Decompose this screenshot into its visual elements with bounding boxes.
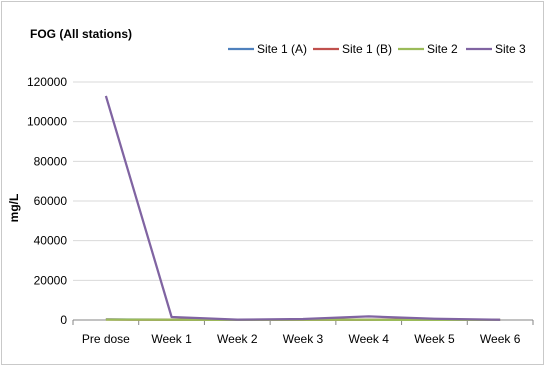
gridlines (73, 81, 533, 321)
y-tick-label: 100000 (27, 115, 67, 129)
x-tick-label: Week 5 (414, 332, 455, 346)
x-tick-label: Week 4 (348, 332, 389, 346)
y-axis-ticks: 0 20000 40000 60000 80000 100000 120000 (27, 75, 67, 327)
y-tick-label: 60000 (34, 194, 68, 208)
x-axis-ticks: Pre dose Week 1 Week 2 Week 3 Week 4 Week 5 We… (72, 320, 534, 346)
series-lines (104, 95, 501, 322)
x-tick-label: Pre dose (82, 332, 130, 346)
x-tick-label: Week 6 (480, 332, 521, 346)
y-tick-label: 120000 (27, 75, 67, 89)
x-tick-label: Week 2 (217, 332, 258, 346)
legend-label: Site 1 (A) (257, 42, 307, 56)
y-tick-label: 0 (60, 313, 67, 327)
legend-label: Site 3 (495, 42, 526, 56)
x-tick-label: Week 1 (151, 332, 192, 346)
legend: Site 1 (A) Site 1 (B) Site 2 Site 3 (228, 42, 526, 56)
legend-label: Site 1 (B) (342, 42, 392, 56)
y-tick-label: 40000 (34, 234, 68, 248)
y-axis-label: mg/L (7, 194, 21, 223)
x-tick-label: Week 3 (283, 332, 324, 346)
legend-label: Site 2 (427, 42, 458, 56)
chart-title: FOG (All stations) (30, 27, 132, 41)
y-tick-label: 80000 (34, 154, 68, 168)
y-tick-label: 20000 (34, 273, 68, 287)
series-line-4 (104, 95, 501, 321)
